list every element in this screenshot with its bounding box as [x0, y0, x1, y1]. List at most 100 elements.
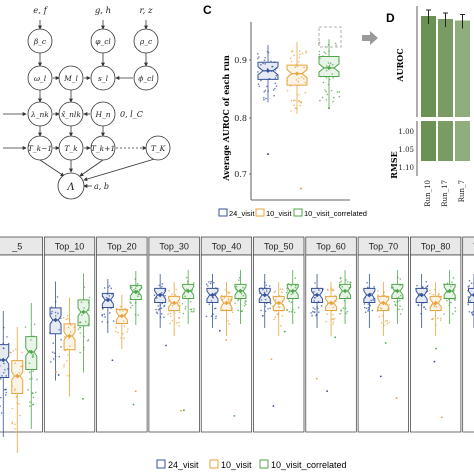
panel-c-box-2	[286, 42, 309, 114]
diagram-node-circles	[27, 28, 171, 200]
facet-8-box-1-point	[367, 310, 369, 312]
facet-9-box-2-point	[435, 305, 437, 308]
facet-3-box-1-point	[108, 285, 111, 287]
facet-label: Top_80	[421, 242, 451, 252]
legend-10-visit-correlated: 10_visit_correlated	[304, 209, 367, 218]
panel-c-box-3-point	[330, 89, 333, 92]
panel-c-box-3-point	[338, 90, 341, 93]
facet-3-box-2	[115, 295, 129, 349]
facet-5-box-1-point	[210, 300, 213, 302]
facet-5-box-1-point	[215, 315, 217, 318]
facet-9-box-1-point	[424, 308, 427, 310]
facet-label: Top_50	[264, 242, 294, 252]
facet-1-box-1-point	[6, 336, 8, 338]
facet-8-box-2-point	[386, 323, 389, 325]
legend-e-swatch-24-visit	[156, 459, 166, 469]
rmse-bar-1	[421, 121, 436, 161]
facet-2-box-2-point	[69, 330, 72, 333]
facet-5-box-2-point	[227, 320, 229, 322]
panel-c-box-3-point	[332, 96, 335, 99]
side-label-ab: a, b	[94, 182, 109, 191]
facet-9-box-1-point	[425, 286, 427, 289]
facet-10-box-1-point	[468, 279, 471, 282]
facet-2-box-1-point	[53, 352, 56, 354]
facet-3-box-2-point	[115, 326, 117, 329]
facet-10-box-1-point	[471, 311, 474, 313]
facet-1-box-1-point	[2, 347, 5, 349]
facet-4-box-1-point	[156, 312, 159, 315]
facet-5-box-2-point	[229, 291, 231, 294]
facet-6-box-1-point	[264, 298, 267, 301]
facet-1-box-1-point	[0, 405, 1, 408]
facet-7-box-1-point	[313, 291, 315, 293]
facet-9-box-2-point	[437, 292, 440, 295]
panel-c-box-3-point	[324, 52, 327, 55]
facet-1-box-2-mean	[15, 373, 20, 379]
panel-c-box-2-point	[291, 50, 293, 53]
facet-2-box-3-point	[77, 328, 80, 330]
facet-9-box-3-point	[451, 313, 454, 315]
facet-1-box-3-point	[34, 391, 37, 394]
facet-3-box-2-point	[122, 309, 124, 312]
facet-2-box-2-point	[66, 314, 69, 317]
facet-4-box-1-point	[160, 292, 163, 294]
facet-6-box-3-point	[286, 309, 288, 311]
facet-outlier	[433, 360, 436, 363]
panel-c-box-2-point	[305, 51, 308, 54]
facet-4-box-2-point	[178, 301, 181, 304]
facet-8-box-3	[390, 270, 404, 324]
facet-outlier	[134, 390, 137, 393]
facet-6-box-3-point	[286, 289, 289, 292]
facet-4-box-1	[153, 274, 167, 328]
facet-label: _5	[11, 242, 22, 252]
panel-c-box-2-point	[298, 50, 301, 52]
facet-4-box-2-point	[178, 317, 181, 320]
panel-c-box-2-point	[298, 100, 301, 103]
facet-9-box-2-mean	[433, 300, 438, 306]
facet-9-box-2-point	[439, 319, 442, 321]
facet-9-box-1-point	[426, 285, 429, 287]
facet-strip	[462, 236, 474, 256]
facet-8-box-3-point	[397, 296, 400, 298]
facet-5-box-3	[234, 270, 247, 324]
panel-c-box-3-point	[325, 76, 328, 79]
rmse-bar-2	[438, 121, 453, 161]
panel-c-box-3-point	[329, 62, 332, 65]
node-t-big-k: T_K	[151, 144, 166, 153]
facet-3: Top_20	[96, 236, 148, 433]
facet-4-box-2-point	[179, 304, 181, 307]
panel-c-box-3-point	[318, 50, 321, 53]
facet-8-box-1-mean	[367, 292, 372, 298]
facet-1-box-1-point	[3, 362, 5, 365]
facet-2-box-1-point	[52, 342, 55, 344]
facet-6-box-2-point	[281, 314, 284, 317]
panel-c-outlier	[300, 187, 302, 190]
facet-label: Top_70	[369, 242, 399, 252]
facet-4-box-3-point	[190, 310, 193, 313]
panel-c-box-2-point	[302, 77, 305, 80]
panel-c-box-1-point	[274, 77, 277, 79]
facet-7-box-2-point	[332, 306, 335, 309]
facet-8-box-2-point	[386, 296, 388, 299]
facet-1-box-1-point	[7, 342, 10, 345]
facet-outlier	[180, 409, 182, 412]
node-phi-cl: ϕ_cl	[138, 74, 154, 83]
facet-outlier	[435, 347, 438, 350]
node-big-lambda: Λ	[66, 182, 74, 193]
facet-2-box-2-point	[65, 318, 68, 321]
facet-9-box-2-point	[428, 292, 431, 295]
facet-3-box-2-point	[123, 325, 126, 327]
facet-5-box-1-point	[210, 315, 213, 317]
facet-5-box-1-point	[214, 292, 217, 294]
facet-outlier	[315, 377, 318, 380]
top-var-rz: r, z	[139, 6, 153, 16]
facet-1-box-2-point	[14, 428, 16, 430]
facet-7-box-3-point	[339, 277, 342, 280]
facet-2-box-2-point	[66, 375, 69, 377]
facet-1-box-3-point	[33, 323, 36, 326]
panel-c-box-2-point	[305, 50, 307, 53]
node-beta: β_c	[33, 37, 47, 46]
top-var-ef: e, f	[33, 6, 48, 16]
facet-7-box-2-point	[332, 318, 335, 320]
facet-1-box-3-point	[24, 326, 27, 328]
